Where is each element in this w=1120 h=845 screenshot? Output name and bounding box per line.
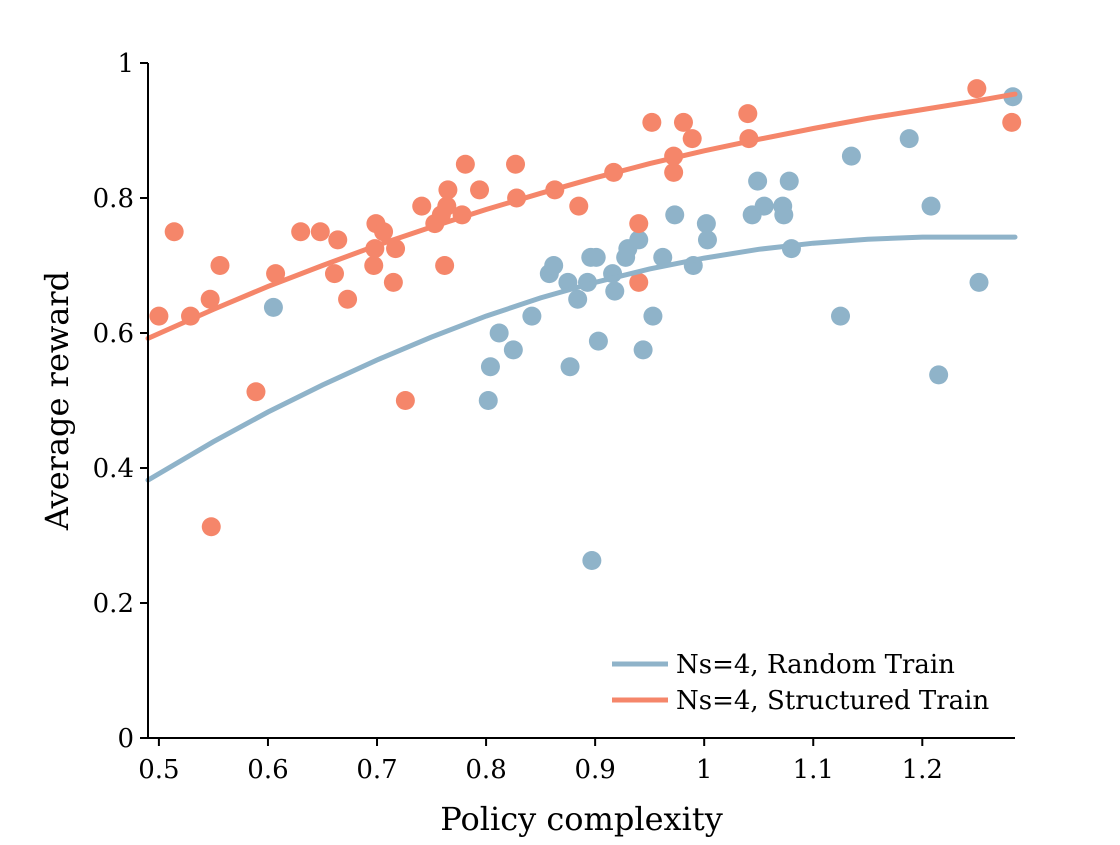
y-tick-label: 1 xyxy=(117,49,134,79)
data-point-random xyxy=(643,306,663,326)
data-point-structured xyxy=(506,154,526,174)
data-point-random xyxy=(748,171,768,191)
data-point-structured xyxy=(412,196,432,216)
data-point-structured xyxy=(383,272,403,292)
data-point-random xyxy=(921,196,941,216)
data-point-structured xyxy=(455,154,475,174)
data-point-random xyxy=(653,247,673,267)
x-tick-label: 0.5 xyxy=(138,755,179,785)
x-tick-label: 0.9 xyxy=(574,755,615,785)
data-point-structured xyxy=(664,162,684,182)
legend-label-random: Ns=4, Random Train xyxy=(676,650,955,680)
data-point-random xyxy=(697,230,717,250)
x-ticks: 0.5 0.6 0.7 0.8 0.9 1 1.1 1.2 xyxy=(138,738,943,785)
data-point-structured xyxy=(1002,112,1022,132)
data-point-structured xyxy=(438,180,458,200)
data-point-random xyxy=(774,205,794,225)
x-tick-label: 0.6 xyxy=(247,755,288,785)
fit-curves xyxy=(145,91,1018,483)
data-point-structured xyxy=(738,104,758,124)
data-point-structured xyxy=(569,196,589,216)
data-point-structured xyxy=(200,289,220,309)
data-point-random xyxy=(586,247,606,267)
data-point-random xyxy=(480,357,500,377)
y-tick-label: 0.8 xyxy=(93,184,134,214)
x-axis-title: Policy complexity xyxy=(440,800,723,838)
data-point-random xyxy=(899,129,919,149)
data-point-random xyxy=(841,146,861,166)
data-point-structured xyxy=(673,112,693,132)
fit-line-random xyxy=(145,234,1018,483)
data-point-structured xyxy=(201,517,221,537)
data-point-structured xyxy=(324,264,344,284)
data-point-structured xyxy=(328,230,348,250)
data-point-structured xyxy=(164,222,184,242)
data-point-structured xyxy=(437,196,457,216)
data-point-structured xyxy=(642,112,662,132)
data-point-random xyxy=(696,214,716,234)
data-point-structured xyxy=(266,264,286,284)
data-point-random xyxy=(544,256,564,275)
data-point-structured xyxy=(386,239,406,259)
data-point-structured xyxy=(435,256,455,275)
data-point-random xyxy=(560,357,580,377)
data-point-random xyxy=(478,391,498,410)
y-axis-title: Average reward xyxy=(38,271,76,531)
data-point-structured xyxy=(629,214,649,234)
y-tick-label: 0.2 xyxy=(93,589,134,619)
data-point-random xyxy=(489,323,509,343)
data-points xyxy=(149,79,1023,570)
data-point-random xyxy=(779,171,799,191)
y-tick-label: 0.4 xyxy=(93,454,134,484)
y-tick-label: 0 xyxy=(117,724,134,754)
data-point-random xyxy=(929,365,949,385)
legend-label-structured: Ns=4, Structured Train xyxy=(676,686,989,716)
data-point-structured xyxy=(338,289,358,309)
data-point-random xyxy=(665,205,685,225)
x-tick-label: 1 xyxy=(696,755,713,785)
data-point-structured xyxy=(291,222,311,242)
data-point-random xyxy=(568,289,588,309)
x-tick-label: 0.8 xyxy=(465,755,506,785)
data-point-structured xyxy=(246,382,266,402)
data-point-random xyxy=(522,306,542,326)
data-point-random xyxy=(969,272,989,292)
data-point-random xyxy=(588,331,608,351)
data-point-structured xyxy=(210,256,230,275)
data-point-structured xyxy=(470,180,490,200)
legend: Ns=4, Random Train Ns=4, Structured Trai… xyxy=(612,650,989,716)
data-point-structured xyxy=(682,129,702,149)
fit-line-structured xyxy=(145,91,1018,341)
data-point-structured xyxy=(374,222,394,242)
data-point-random xyxy=(605,281,625,301)
data-point-random xyxy=(754,196,774,216)
x-tick-label: 1.2 xyxy=(902,755,943,785)
data-point-structured xyxy=(967,79,987,99)
data-point-structured xyxy=(364,256,384,275)
y-ticks: 0 0.2 0.4 0.6 0.8 1 xyxy=(93,49,148,754)
data-point-random xyxy=(831,306,851,326)
x-tick-label: 0.7 xyxy=(356,755,397,785)
data-point-random xyxy=(633,340,653,360)
data-point-structured xyxy=(310,222,330,242)
data-point-structured xyxy=(629,272,649,292)
x-tick-label: 1.1 xyxy=(793,755,834,785)
axes: 0.5 0.6 0.7 0.8 0.9 1 1.1 1.2 0 0.2 0.4 0.6 0.8 1 xyxy=(93,49,1015,785)
y-tick-label: 0.6 xyxy=(93,319,134,349)
data-point-random xyxy=(629,230,649,250)
data-point-random xyxy=(503,340,523,360)
data-point-random xyxy=(582,550,602,570)
data-point-structured xyxy=(395,391,415,410)
data-point-structured xyxy=(149,306,169,326)
data-point-random xyxy=(263,297,283,317)
